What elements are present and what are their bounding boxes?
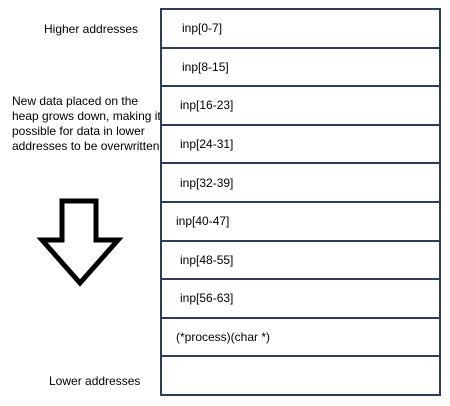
memory-cell: inp[24-31] bbox=[162, 126, 439, 165]
memory-cell-label: inp[56-63] bbox=[180, 291, 234, 306]
memory-cell-label: inp[8-15] bbox=[182, 59, 229, 74]
memory-cell: inp[8-15] bbox=[162, 49, 439, 88]
memory-cell: inp[0-7] bbox=[162, 10, 439, 49]
memory-cell: (*process)(char *) bbox=[162, 319, 439, 358]
down-arrow-icon bbox=[36, 198, 124, 287]
memory-cell-label: inp[24-31] bbox=[180, 137, 234, 152]
memory-cell: inp[40-47] bbox=[162, 203, 439, 242]
memory-cell-label: inp[40-47] bbox=[176, 214, 230, 229]
higher-addresses-label: Higher addresses bbox=[44, 22, 139, 36]
memory-cell-label: inp[16-23] bbox=[180, 98, 234, 113]
memory-cell: inp[32-39] bbox=[162, 164, 439, 203]
memory-cell-label: inp[0-7] bbox=[182, 21, 223, 36]
memory-cell-label: (*process)(char *) bbox=[176, 330, 271, 345]
memory-cell bbox=[162, 357, 439, 394]
heap-growth-note: New data placed on the heap grows down, … bbox=[12, 94, 161, 153]
memory-cell: inp[48-55] bbox=[162, 242, 439, 281]
lower-addresses-label: Lower addresses bbox=[49, 374, 141, 388]
memory-cell-label: inp[48-55] bbox=[180, 252, 234, 267]
memory-cell-label: inp[32-39] bbox=[180, 175, 234, 190]
memory-layout-stack: inp[0-7] inp[8-15] inp[16-23] inp[24-31]… bbox=[160, 8, 441, 396]
memory-cell: inp[16-23] bbox=[162, 87, 439, 126]
memory-cell: inp[56-63] bbox=[162, 280, 439, 319]
